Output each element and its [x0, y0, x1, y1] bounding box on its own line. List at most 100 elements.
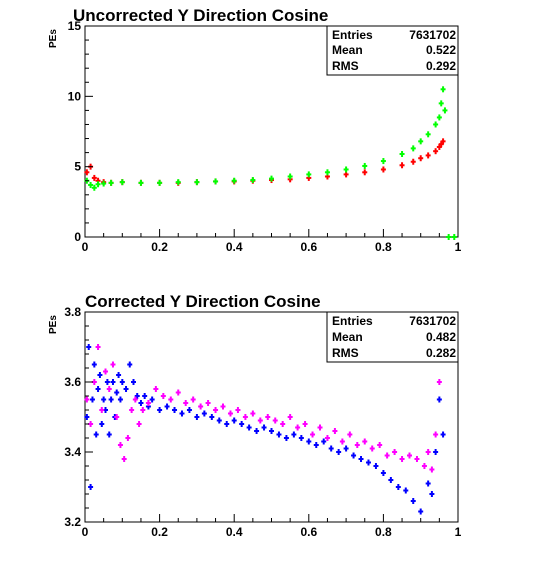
- upper-x-tick-label: 0.6: [300, 240, 317, 254]
- upper-series-0-point: [410, 158, 416, 165]
- upper-series-1-point: [287, 173, 293, 180]
- lower-series-0-point: [97, 372, 103, 378]
- lower-series-0-point: [123, 386, 129, 392]
- lower-series-0-point: [106, 431, 112, 438]
- lower-series-0-point: [164, 403, 170, 410]
- lower-x-tick-label: 0: [82, 525, 89, 539]
- upper-plot-title: Uncorrected Y Direction Cosine: [73, 6, 328, 25]
- upper-stat-value-mean: 0.522: [426, 43, 456, 57]
- lower-series-1-point: [183, 400, 189, 406]
- lower-x-tick-label: 0.2: [151, 525, 168, 539]
- lower-series-0-point: [425, 480, 431, 487]
- lower-series-0-point: [298, 435, 304, 441]
- lower-series-0-point: [276, 431, 282, 438]
- lower-series-1-point: [339, 438, 345, 445]
- upper-series-0-point: [380, 166, 386, 173]
- upper-stat-label-entries: Entries: [332, 28, 373, 42]
- upper-series-1-point: [362, 162, 368, 169]
- lower-series-0-point: [433, 449, 439, 455]
- lower-series-1-point: [377, 442, 383, 448]
- upper-series-0-point: [425, 152, 431, 159]
- lower-series-0-point: [261, 424, 267, 431]
- lower-series-0-point: [224, 421, 230, 427]
- lower-series-1-point: [369, 445, 375, 452]
- lower-series-1-point: [190, 396, 196, 403]
- lower-series-0-point: [99, 421, 105, 427]
- lower-series-1-point: [114, 414, 120, 420]
- lower-stat-label-entries: Entries: [332, 314, 373, 328]
- upper-x-tick-label: 0.2: [151, 240, 168, 254]
- lower-series-1-point: [106, 386, 112, 392]
- lower-series-1-point: [425, 449, 431, 455]
- lower-series-1-point: [310, 431, 316, 438]
- upper-y-axis-label: PEs: [48, 29, 59, 48]
- lower-series-0-point: [395, 484, 401, 490]
- lower-plot-title: Corrected Y Direction Cosine: [85, 292, 321, 311]
- lower-y-tick-label: 3.4: [64, 445, 81, 459]
- lower-series-1-point: [362, 438, 368, 445]
- lower-series-0-point: [216, 417, 222, 424]
- lower-series-0-point: [440, 431, 446, 438]
- lower-series-1-point: [324, 435, 330, 441]
- upper-x-tick-label: 0: [82, 240, 89, 254]
- lower-series-1-point: [436, 379, 442, 385]
- lower-series-1-point: [332, 428, 338, 434]
- lower-series-0-point: [194, 414, 200, 420]
- upper-series-1-point: [269, 175, 274, 182]
- upper-series-1-point: [410, 145, 416, 152]
- lower-series-0-point: [110, 379, 116, 385]
- lower-series-0-point: [410, 498, 416, 504]
- lower-series-0-point: [201, 410, 207, 417]
- lower-series-0-point: [157, 407, 163, 413]
- lower-series-1-point: [125, 435, 131, 441]
- lower-series-1-point: [242, 414, 248, 420]
- lower-stats-box: Entries 7631702 Mean 0.482 RMS 0.282: [326, 311, 459, 363]
- upper-series-0-point: [433, 148, 439, 155]
- lower-series-1-point: [287, 414, 293, 420]
- lower-series-0-point: [116, 372, 122, 378]
- lower-series-0-point: [291, 431, 297, 438]
- lower-series-1-point: [399, 456, 405, 462]
- upper-x-tick-label: 1: [455, 240, 462, 254]
- lower-series-0-point: [254, 428, 260, 434]
- lower-series-0-point: [149, 396, 155, 403]
- upper-series-1-point: [343, 166, 349, 173]
- upper-series-0-point: [362, 169, 368, 176]
- lower-series-1-point: [295, 424, 301, 431]
- lower-series-1-point: [257, 417, 263, 424]
- upper-series-1-point: [380, 158, 386, 165]
- lower-series-0-point: [114, 389, 120, 396]
- lower-stat-label-rms: RMS: [332, 346, 359, 360]
- lower-series-0-point: [89, 396, 95, 403]
- upper-series-0-point: [91, 174, 97, 181]
- upper-series-1-point: [425, 131, 431, 138]
- lower-series-1-point: [132, 396, 138, 403]
- lower-series-0-point: [91, 361, 97, 368]
- lower-series-1-point: [95, 344, 101, 350]
- lower-series-1-point: [421, 463, 427, 469]
- lower-series-0-point: [95, 386, 101, 392]
- lower-series-0-point: [365, 459, 371, 466]
- lower-series-1-point: [153, 386, 159, 392]
- lower-series-1-point: [250, 410, 256, 417]
- lower-stat-value-mean: 0.482: [426, 330, 456, 344]
- upper-series-1-point: [438, 100, 444, 107]
- lower-stat-value-entries: 7631702: [409, 314, 456, 328]
- lower-series-0-point: [351, 452, 357, 459]
- lower-series-0-point: [138, 400, 144, 406]
- lower-series-0-point: [380, 470, 386, 476]
- upper-series-1-point: [157, 179, 163, 186]
- upper-stat-label-rms: RMS: [332, 59, 359, 73]
- lower-series-1-point: [160, 393, 166, 399]
- upper-series-1-point: [91, 184, 97, 191]
- lower-series-0-point: [119, 379, 125, 385]
- upper-series-1-point: [306, 171, 312, 178]
- lower-series-0-point: [179, 410, 185, 417]
- upper-series-1-point: [95, 181, 101, 188]
- lower-series-0-point: [127, 361, 133, 368]
- lower-series-1-point: [272, 417, 278, 424]
- lower-series-0-point: [88, 484, 94, 490]
- upper-series-1-point: [451, 234, 457, 240]
- lower-plot-panel: 0 0.2 0.4 0.6 0.8 1 3.2 3.4 3.6 3.8 Corrected Y D…: [48, 292, 462, 539]
